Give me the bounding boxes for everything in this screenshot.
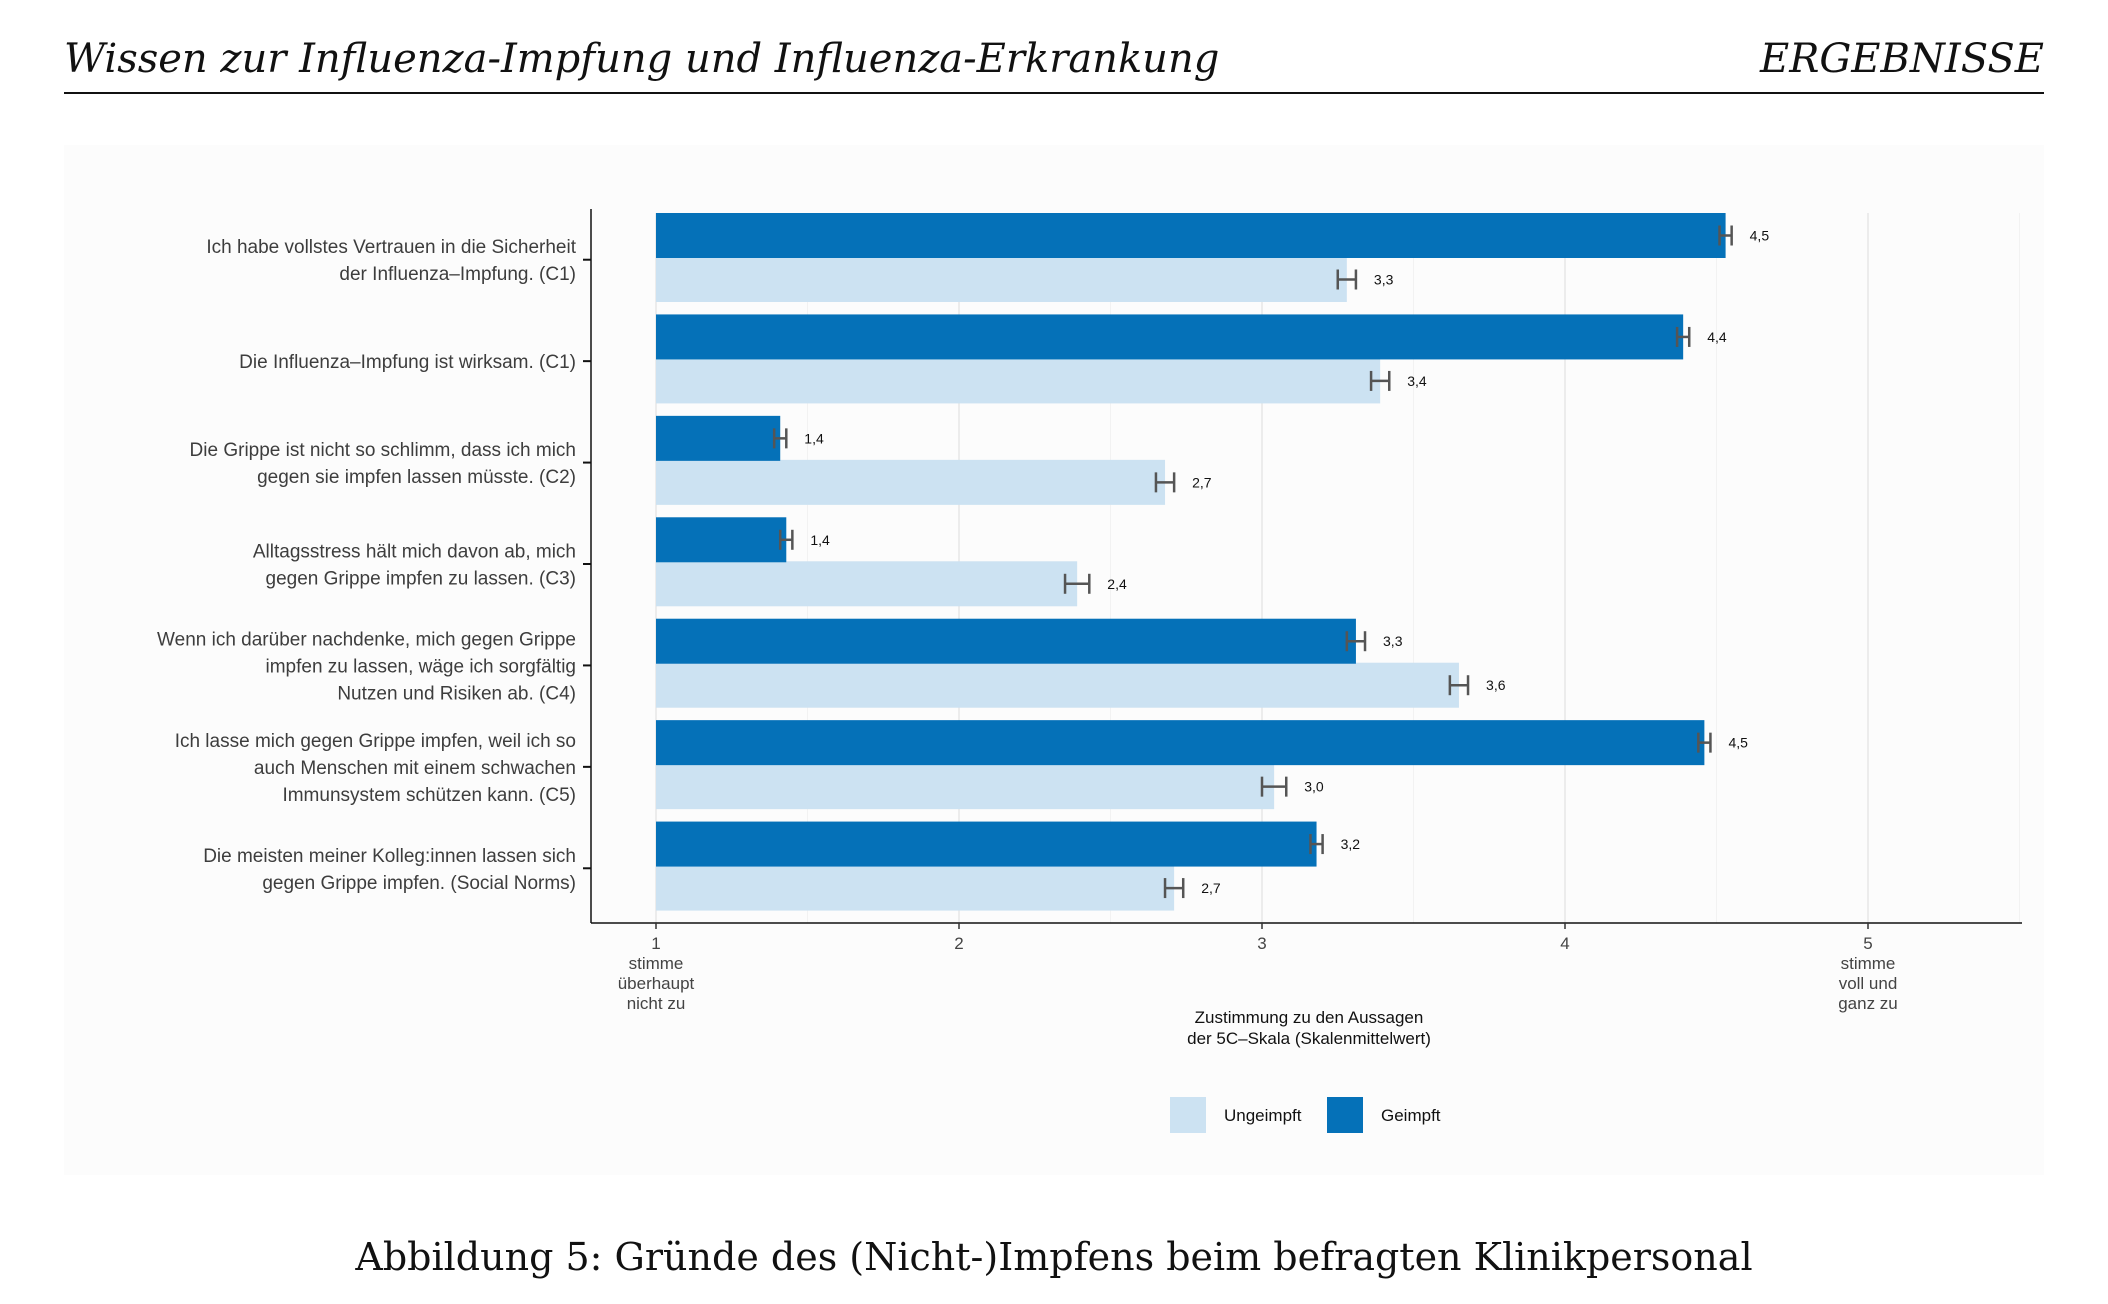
legend-label: Geimpft	[1381, 1106, 1441, 1125]
data-label-ungeimpft: 3,3	[1374, 272, 1394, 288]
running-header-title: Wissen zur Influenza-Impfung und Influen…	[64, 36, 1220, 82]
bar-ungeimpft	[656, 561, 1078, 607]
legend-label: Ungeimpft	[1224, 1106, 1302, 1125]
bar-ungeimpft	[656, 257, 1347, 302]
x-tick-label: überhaupt	[618, 974, 695, 993]
chart-panel: 4,5 3,3 Ich habe vollstes Vertrauen in die…	[64, 145, 2044, 1175]
bar-chart: 4,5 3,3 Ich habe vollstes Vertrauen in die…	[157, 209, 2022, 1133]
bar-ungeimpft	[656, 459, 1166, 505]
x-tick-label: 1	[651, 934, 660, 953]
data-label-geimpft: 1,4	[810, 532, 830, 548]
x-tick-label: 4	[1560, 934, 1569, 953]
legend-swatch	[1170, 1097, 1206, 1133]
category-label: Ich habe vollstes Vertrauen in die Siche…	[206, 237, 576, 258]
data-label-geimpft: 4,5	[1728, 735, 1748, 751]
bar-geimpft	[656, 517, 787, 563]
bar-geimpft	[656, 720, 1705, 766]
category-label: Alltagsstress hält mich davon ab, mich	[253, 542, 576, 563]
category-label: Immunsystem schützen kann. (C5)	[282, 785, 576, 806]
bar-geimpft	[656, 415, 781, 461]
category-label: gegen sie impfen lassen müsste. (C2)	[257, 467, 576, 488]
x-tick-label: 3	[1257, 934, 1266, 953]
figure-caption: Abbildung 5: Gründe des (Nicht-)Impfens …	[355, 1235, 1753, 1279]
x-tick-label: 2	[954, 934, 963, 953]
bar-ungeimpft	[656, 358, 1381, 404]
category-label: impfen zu lassen, wäge ich sorgfältig	[266, 656, 577, 677]
x-tick-label: stimme	[629, 954, 684, 973]
data-label-geimpft: 3,2	[1341, 836, 1361, 852]
category-label: gegen Grippe impfen. (Social Norms)	[262, 873, 576, 894]
data-label-ungeimpft: 3,4	[1407, 373, 1427, 389]
category-label: auch Menschen mit einem schwachen	[254, 758, 576, 779]
bar-geimpft	[656, 618, 1356, 664]
x-axis-title: der 5C–Skala (Skalenmittelwert)	[1187, 1029, 1431, 1048]
data-label-ungeimpft: 2,7	[1201, 880, 1221, 896]
category-label: Nutzen und Risiken ab. (C4)	[337, 683, 576, 704]
bar-ungeimpft	[656, 865, 1175, 911]
category-label: Die Influenza–Impfung ist wirksam. (C1)	[239, 352, 576, 373]
bar-ungeimpft	[656, 764, 1275, 810]
header-rule	[64, 92, 2044, 94]
category-label: gegen Grippe impfen zu lassen. (C3)	[266, 569, 577, 590]
bar-geimpft	[656, 314, 1684, 360]
x-axis-title: Zustimmung zu den Aussagen	[1195, 1008, 1424, 1027]
data-label-geimpft: 4,5	[1750, 228, 1770, 244]
category-label: Die Grippe ist nicht so schlimm, dass ic…	[190, 440, 576, 461]
x-tick-label: 5	[1863, 934, 1872, 953]
data-label-geimpft: 1,4	[804, 430, 824, 446]
bar-geimpft	[656, 821, 1317, 867]
data-label-ungeimpft: 2,7	[1192, 474, 1212, 490]
legend-swatch	[1327, 1097, 1363, 1133]
data-label-ungeimpft: 3,0	[1304, 779, 1324, 795]
category-label: Die meisten meiner Kolleg:innen lassen s…	[203, 846, 576, 867]
x-tick-label: stimme	[1841, 954, 1896, 973]
x-tick-label: voll und	[1839, 974, 1898, 993]
running-header-section: ERGEBNISSE	[1760, 36, 2044, 82]
category-label: Wenn ich darüber nachdenke, mich gegen G…	[157, 629, 576, 650]
data-label-geimpft: 4,4	[1707, 329, 1727, 345]
data-label-geimpft: 3,3	[1383, 633, 1403, 649]
data-label-ungeimpft: 2,4	[1107, 576, 1127, 592]
data-label-ungeimpft: 3,6	[1486, 677, 1506, 693]
x-tick-label: ganz zu	[1838, 994, 1898, 1013]
x-tick-label: nicht zu	[627, 994, 686, 1013]
bar-geimpft	[656, 213, 1726, 258]
category-label: der Influenza–Impfung. (C1)	[339, 264, 576, 285]
category-label: Ich lasse mich gegen Grippe impfen, weil…	[175, 731, 576, 752]
bar-ungeimpft	[656, 662, 1459, 708]
